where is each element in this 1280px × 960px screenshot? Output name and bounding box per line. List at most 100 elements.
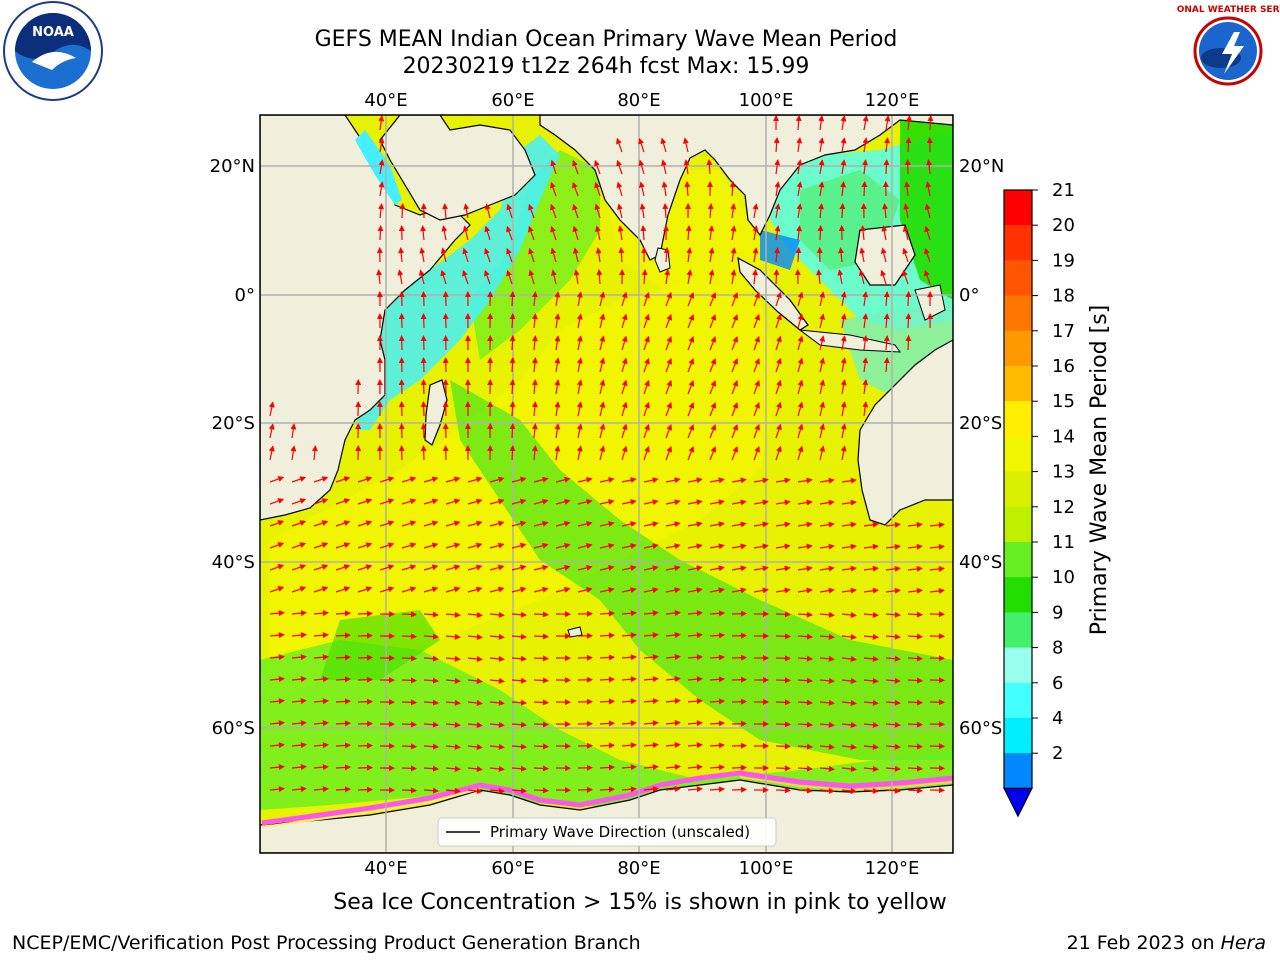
wave-arrow bbox=[687, 543, 703, 550]
wave-arrow bbox=[797, 677, 813, 684]
wave-arrow bbox=[907, 699, 923, 706]
wave-arrow bbox=[617, 225, 624, 241]
wave-arrow bbox=[423, 655, 439, 662]
wave-arrow bbox=[423, 721, 439, 728]
wave-arrow bbox=[643, 632, 659, 639]
wave-arrow bbox=[709, 314, 717, 329]
sea-ice-edge-orange bbox=[739, 776, 953, 792]
wave-arrow bbox=[572, 159, 579, 175]
wave-arrow bbox=[753, 357, 760, 373]
wave-arrow bbox=[862, 313, 869, 329]
wave-arrow bbox=[379, 476, 395, 483]
colorbar-extend-arrow bbox=[1003, 787, 1033, 818]
wave-arrow bbox=[335, 542, 351, 549]
wave-arrow bbox=[467, 677, 483, 684]
wave-arrow bbox=[555, 586, 571, 593]
wave-arrow bbox=[440, 247, 447, 263]
wave-arrow bbox=[775, 543, 791, 550]
wave-arrow bbox=[643, 499, 659, 506]
wave-arrow bbox=[731, 565, 747, 572]
wave-arrow bbox=[550, 159, 557, 175]
wave-arrow bbox=[621, 291, 628, 307]
wave-arrow bbox=[313, 676, 329, 683]
wave-arrow bbox=[731, 764, 747, 771]
wave-arrow bbox=[643, 423, 650, 439]
wave-arrow bbox=[819, 477, 835, 484]
wave-arrow bbox=[467, 542, 483, 549]
wave-arrow bbox=[797, 743, 813, 750]
wave-arrow bbox=[841, 521, 857, 528]
wave-arrow bbox=[819, 335, 826, 351]
wave-arrow bbox=[643, 477, 659, 484]
wave-arrow bbox=[533, 542, 549, 549]
wave-arrow bbox=[661, 159, 667, 175]
wave-arrow bbox=[420, 379, 427, 395]
wave-arrow bbox=[731, 587, 747, 594]
wave-arrow bbox=[577, 498, 593, 505]
wave-arrow bbox=[643, 357, 650, 373]
wave-arrow bbox=[420, 225, 427, 241]
wave-arrow bbox=[862, 115, 869, 131]
wave-arrow bbox=[838, 247, 845, 263]
wave-arrow bbox=[924, 203, 931, 219]
wave-arrow bbox=[729, 181, 736, 197]
wave-arrow bbox=[663, 247, 670, 263]
colorbar-tick-label: 9 bbox=[1052, 602, 1063, 623]
wave-arrow bbox=[489, 677, 505, 684]
wave-arrow bbox=[599, 357, 606, 373]
wave-arrow bbox=[819, 543, 835, 550]
wave-arrow bbox=[819, 521, 835, 528]
wave-arrow bbox=[621, 499, 637, 506]
wave-arrow bbox=[554, 401, 561, 417]
wave-arrow bbox=[576, 401, 583, 417]
wave-arrow bbox=[840, 357, 847, 373]
wave-arrow bbox=[665, 401, 673, 417]
colorbar-segment bbox=[1004, 682, 1032, 719]
wave-arrow bbox=[533, 655, 549, 662]
wave-arrow bbox=[595, 225, 601, 241]
wave-arrow bbox=[797, 543, 813, 550]
wave-arrow bbox=[269, 764, 285, 771]
wave-arrow bbox=[489, 787, 505, 794]
wave-arrow bbox=[752, 269, 759, 285]
wave-arrow bbox=[818, 137, 825, 153]
map-plot-area bbox=[260, 115, 953, 853]
colorbar-tick-label: 21 bbox=[1052, 180, 1075, 201]
wave-arrow bbox=[268, 445, 275, 461]
colorbar-segment bbox=[1004, 647, 1032, 684]
wave-arrow bbox=[420, 401, 427, 417]
wave-arrow bbox=[509, 401, 516, 417]
wave-arrow bbox=[709, 742, 725, 749]
wave-arrow bbox=[730, 225, 737, 241]
colorbar-tick-label: 18 bbox=[1052, 286, 1075, 307]
wave-arrow bbox=[572, 225, 579, 241]
wave-arrow bbox=[840, 159, 847, 175]
wave-arrow bbox=[752, 247, 759, 263]
wave-arrow bbox=[883, 357, 890, 373]
wave-arrow bbox=[335, 520, 351, 527]
wave-arrow bbox=[531, 335, 538, 351]
wave-arrow bbox=[863, 521, 879, 528]
wave-arrow bbox=[594, 181, 601, 197]
wave-arrow bbox=[379, 498, 395, 505]
wave-arrow bbox=[639, 203, 646, 219]
wave-arrow bbox=[621, 742, 637, 749]
wave-arrow bbox=[531, 291, 538, 307]
wave-arrow bbox=[511, 542, 527, 549]
wave-arrow bbox=[616, 159, 623, 175]
wave-arrow bbox=[401, 655, 417, 662]
wave-arrow bbox=[638, 159, 645, 175]
wave-arrow bbox=[462, 269, 469, 285]
wave-arrow bbox=[753, 587, 769, 594]
wave-arrow bbox=[595, 247, 602, 263]
wave-arrow bbox=[708, 225, 715, 241]
wave-arrow bbox=[665, 291, 673, 307]
wave-arrow bbox=[506, 203, 513, 219]
wave-arrow bbox=[840, 379, 847, 395]
wave-arrow bbox=[687, 742, 703, 749]
wave-arrow bbox=[509, 379, 516, 395]
wave-arrow bbox=[423, 611, 439, 618]
wave-arrow bbox=[709, 336, 717, 351]
wave-arrow bbox=[819, 313, 826, 329]
wave-arrow bbox=[643, 521, 659, 528]
